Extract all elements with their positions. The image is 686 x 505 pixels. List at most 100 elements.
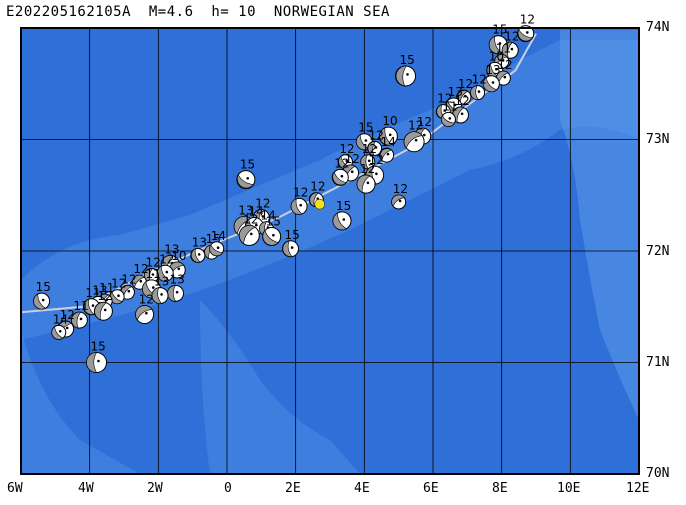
beachball-p-axis-dot xyxy=(375,172,378,176)
beachball-compressional-quadrant xyxy=(71,311,82,329)
focal-mechanism: 12 xyxy=(435,92,453,120)
focal-mechanism: 12 xyxy=(135,293,155,325)
mechanism-depth-label: 12 xyxy=(345,152,360,166)
beachball-p-axis-dot xyxy=(127,289,131,293)
focal-mechanism: 13 xyxy=(151,275,169,305)
mechanism-depth-label: 12 xyxy=(111,277,126,291)
beachball-p-axis-dot xyxy=(246,177,249,180)
lon-label-0: 0 xyxy=(224,481,232,496)
mechanism-depth-label: 15 xyxy=(400,53,415,67)
graticule-grid xyxy=(21,28,639,474)
mechanism-depth-label: 12 xyxy=(472,73,487,87)
focal-mechanism: 15 xyxy=(332,199,352,231)
mechanism-depth-label: 11 xyxy=(496,41,511,55)
beachball-p-axis-dot xyxy=(398,199,402,203)
mechanism-depth-label: 11 xyxy=(99,281,114,295)
focal-mechanism: 12 xyxy=(156,252,174,282)
beachball-compressional-quadrant xyxy=(290,198,303,215)
beachball-p-axis-dot xyxy=(498,42,502,45)
lat-label-74n: 74N xyxy=(646,20,670,35)
beachball-p-axis-dot xyxy=(367,159,371,163)
focal-mechanism: 12 xyxy=(403,119,425,153)
beachball-compressional-quadrant xyxy=(282,240,293,257)
beachball-p-axis-dot xyxy=(145,311,148,315)
mechanism-depth-label: 11 xyxy=(85,286,100,300)
lon-label-2e: 2E xyxy=(285,481,301,496)
focal-mechanism: 13 xyxy=(482,63,501,93)
beachball-p-axis-dot xyxy=(216,246,220,249)
beachball-p-axis-dot xyxy=(448,117,452,120)
mechanism-depth-label: 12 xyxy=(243,212,258,226)
beachball-compressional-quadrant xyxy=(379,148,393,161)
beachball-compressional-quadrant xyxy=(132,275,145,288)
beachball-p-axis-dot xyxy=(414,138,418,142)
lon-label-6w: 6W xyxy=(7,481,23,496)
beachball-compressional-quadrant xyxy=(332,171,347,186)
beachball-p-axis-dot xyxy=(299,203,303,207)
lon-label-12e: 12E xyxy=(626,481,650,496)
focal-mechanism: 13 xyxy=(190,236,207,263)
mechanism-depth-label: 13 xyxy=(485,63,500,77)
mechanism-depth-label: 14 xyxy=(53,312,68,326)
beachball-p-axis-dot xyxy=(261,215,265,218)
beachball-p-axis-dot xyxy=(103,308,107,312)
mechanism-depth-label: 12 xyxy=(362,142,377,156)
mechanism-depth-label: 12 xyxy=(139,293,154,307)
beachball-p-axis-dot xyxy=(139,279,143,283)
beachball-compressional-quadrant xyxy=(51,326,64,340)
beachball-p-axis-dot xyxy=(117,294,120,298)
mechanism-depth-label: 12 xyxy=(437,92,452,106)
mechanism-depth-label: 12 xyxy=(255,197,270,211)
beachball-p-axis-dot xyxy=(175,290,179,294)
mechanism-depth-label: 12 xyxy=(159,252,174,266)
beachball-compressional-quadrant xyxy=(167,285,177,302)
beachball-p-axis-dot xyxy=(503,75,507,79)
beachball-compressional-quadrant xyxy=(494,54,508,67)
beachball-compressional-quadrant xyxy=(391,194,405,207)
beachball-compressional-quadrant xyxy=(209,244,224,257)
focal-mechanism: 15 xyxy=(33,280,51,310)
beachball-compressional-quadrant xyxy=(33,293,46,310)
beachball-compressional-quadrant xyxy=(262,229,279,246)
focal-mechanism: 12 xyxy=(367,128,384,156)
beachball-p-axis-dot xyxy=(386,152,390,156)
lat-label-73n: 73N xyxy=(646,132,670,147)
mechanism-depth-label: 13 xyxy=(170,272,185,286)
focal-mechanism: 14 xyxy=(379,135,396,163)
beachball-p-axis-dot xyxy=(406,73,409,76)
mechanism-depth-label: 15 xyxy=(240,158,255,172)
beachball-compressional-quadrant xyxy=(237,174,255,189)
focal-mechanism: 12 xyxy=(456,77,473,105)
beachball-p-axis-dot xyxy=(58,330,62,333)
beachball-compressional-quadrant xyxy=(367,141,376,156)
beachball-compressional-quadrant xyxy=(142,281,158,299)
mechanism-depth-label: 12 xyxy=(60,308,75,322)
focal-mechanism: 12 xyxy=(470,73,487,101)
beachball-compressional-quadrant xyxy=(379,127,393,146)
mechanism-depth-label: 12 xyxy=(393,182,408,196)
lon-label-10e: 10E xyxy=(557,481,581,496)
beachball-p-axis-dot xyxy=(388,133,392,137)
beachball-compressional-quadrant xyxy=(83,298,95,315)
mechanism-depth-label: 12 xyxy=(293,185,308,199)
focal-mechanism: 11 xyxy=(70,299,89,329)
mechanism-depth-label: 15 xyxy=(266,215,281,229)
focal-mechanism: 12 xyxy=(360,142,377,170)
beachball-p-axis-dot xyxy=(165,270,169,274)
focal-mechanism: 12 xyxy=(143,256,161,284)
shallow-water-zone xyxy=(200,300,360,474)
focal-mechanism: 12 xyxy=(93,289,113,321)
beachball-compressional-quadrant xyxy=(488,35,503,54)
mechanism-depth-label: 12 xyxy=(360,162,375,176)
lon-label-2w: 2W xyxy=(147,481,163,496)
beachball-compressional-quadrant xyxy=(309,192,319,207)
map-frame xyxy=(20,27,640,475)
mechanism-depth-label: 15 xyxy=(91,340,106,354)
beachball-compressional-quadrant xyxy=(483,77,498,92)
shallow-water-zone xyxy=(560,30,639,420)
mechanism-depth-label: 12 xyxy=(369,153,384,167)
beachball-compressional-quadrant xyxy=(517,28,534,42)
beachball-p-axis-dot xyxy=(41,298,45,302)
beachball-compressional-quadrant xyxy=(86,352,98,373)
